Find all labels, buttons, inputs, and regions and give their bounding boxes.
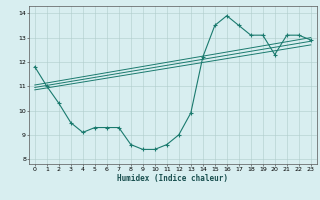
X-axis label: Humidex (Indice chaleur): Humidex (Indice chaleur) (117, 174, 228, 183)
